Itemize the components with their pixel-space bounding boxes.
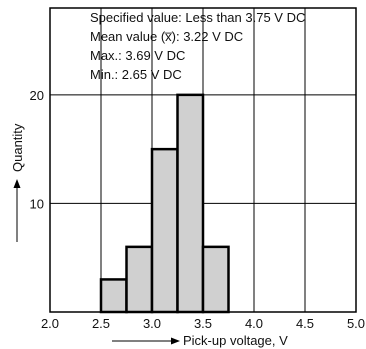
x-tick-label: 2.0 bbox=[41, 316, 59, 331]
histogram-bar-2 bbox=[150, 147, 179, 314]
annotation-specified-value: Specified value: Less than 3.75 V DC bbox=[90, 10, 305, 25]
histogram-bar-1 bbox=[125, 245, 154, 314]
x-tick-labels: 2.0 2.5 3.0 3.5 4.0 4.5 5.0 bbox=[41, 316, 365, 331]
y-tick-label: 20 bbox=[30, 88, 44, 103]
x-axis-arrowhead-icon bbox=[171, 337, 180, 345]
y-axis-label-group: Quantity bbox=[10, 123, 25, 242]
x-tick-label: 2.5 bbox=[92, 316, 110, 331]
x-tick-label: 3.5 bbox=[194, 316, 212, 331]
x-tick-label: 4.0 bbox=[245, 316, 263, 331]
histogram-bars bbox=[99, 93, 230, 314]
annotation-min: Min.: 2.65 V DC bbox=[90, 67, 182, 82]
y-axis-label: Quantity bbox=[10, 123, 25, 172]
y-tick-label: 10 bbox=[30, 196, 44, 211]
x-tick-label: 5.0 bbox=[347, 316, 365, 331]
histogram-bar-0 bbox=[99, 278, 128, 314]
histogram-bar-3 bbox=[176, 93, 205, 314]
plot-frame bbox=[49, 7, 357, 313]
y-axis-arrowhead-icon bbox=[13, 179, 21, 188]
annotation-mean-value: Mean value (x̅): 3.22 V DC bbox=[90, 29, 243, 44]
annotation-max: Max.: 3.69 V DC bbox=[90, 48, 185, 63]
histogram-bar-4 bbox=[201, 245, 230, 314]
x-tick-label: 4.5 bbox=[296, 316, 314, 331]
x-axis-label: Pick-up voltage, V bbox=[183, 333, 288, 348]
x-tick-label: 3.0 bbox=[143, 316, 161, 331]
x-axis-label-group: Pick-up voltage, V bbox=[112, 333, 288, 348]
y-tick-labels: 10 20 bbox=[30, 88, 44, 212]
